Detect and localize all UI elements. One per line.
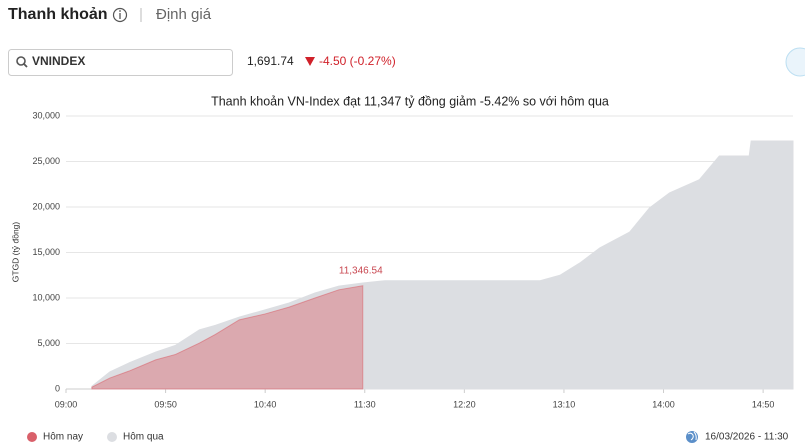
x-tick-label: 09:00 [55,399,78,409]
index-value: 1,691.74 [247,54,294,68]
down-arrow [305,57,315,66]
round-button[interactable] [785,47,805,77]
x-tick-label: 10:40 [254,399,277,409]
y-tick-label: 5,000 [37,338,60,348]
y-tick-label: 30,000 [32,110,60,120]
x-tick-label: 13:10 [553,399,576,409]
legend-swatch [107,432,117,442]
search-text[interactable]: VNINDEX [32,54,85,68]
y-tick-label: 25,000 [32,156,60,166]
timestamp: 16/03/2026 - 11:30 [705,432,789,443]
y-tick-label: 15,000 [32,247,60,257]
y-tick-label: 20,000 [32,201,60,211]
search-box[interactable] [8,49,233,76]
legend-label[interactable]: Hôm nay [43,432,83,443]
chart-title: Thanh khoản VN-Index đạt 11,347 tỷ đồng … [211,94,609,108]
index-change: -4.50 (-0.27%) [319,54,396,68]
search-icon [16,56,28,68]
x-tick-label: 14:00 [652,399,675,409]
y-axis-label: GTGD (tỷ đồng) [10,222,20,283]
legend-label[interactable]: Hôm qua [123,432,164,443]
plot: 0 5,000 10,000 15,000 20,000 25,000 30,000 09:0… [32,110,794,409]
area [91,140,794,390]
y-tick-label: 0 [55,383,60,393]
legend-swatch [27,432,37,442]
data-label: 11,346.54 [339,265,383,276]
x-tick-label: 09:50 [154,399,177,409]
x-tick-label: 12:20 [453,399,476,409]
globe-icon [686,431,698,443]
tab[interactable]: Định giá [156,6,212,23]
x-tick-label: 11:30 [354,399,376,409]
info-icon[interactable] [112,7,128,23]
x-tick-label: 14:50 [752,399,775,409]
tab-active[interactable]: Thanh khoản [8,6,108,23]
y-tick-label: 10,000 [32,292,60,302]
legend: Hôm nay Hôm qua [27,432,164,443]
area [91,285,364,390]
